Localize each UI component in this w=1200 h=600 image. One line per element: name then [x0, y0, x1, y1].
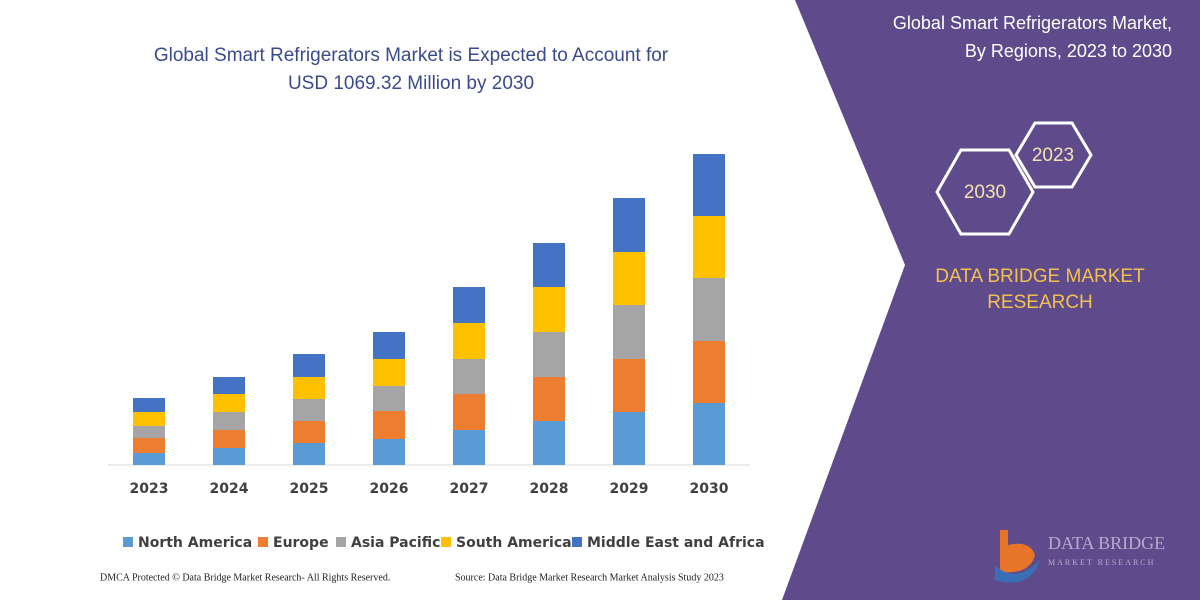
bar-segment — [453, 359, 485, 394]
bar-segment — [613, 412, 645, 465]
bar-segment — [533, 332, 565, 377]
hexagon — [1014, 121, 1093, 189]
x-tick-label: 2030 — [690, 481, 729, 497]
bar-segment — [133, 398, 165, 412]
bar-segment — [453, 394, 485, 430]
bar-segment — [693, 341, 725, 403]
x-tick-label: 2027 — [450, 481, 489, 497]
bar-segment — [213, 448, 245, 465]
bar-segment — [213, 412, 245, 430]
legend-label: South America — [456, 535, 572, 551]
hexagon — [935, 148, 1035, 236]
bar-segment — [133, 412, 165, 426]
bar-segment — [533, 377, 565, 421]
bar-segment — [293, 377, 325, 399]
logo-icon — [995, 560, 1040, 583]
bar-segment — [293, 399, 325, 421]
panel-title: Global Smart Refrigerators Market, — [893, 13, 1172, 33]
bar-segment — [453, 323, 485, 359]
bar-segment — [613, 252, 645, 305]
legend-swatch — [258, 537, 268, 547]
bar-segment — [533, 243, 565, 287]
logo-text: DATA BRIDGE — [1048, 533, 1165, 553]
x-tick-label: 2025 — [290, 481, 329, 497]
bar-segment — [213, 377, 245, 394]
x-tick-label: 2029 — [610, 481, 649, 497]
x-tick-label: 2024 — [210, 481, 249, 497]
legend-label: Asia Pacific — [351, 535, 440, 551]
bar-segment — [533, 287, 565, 332]
bar-segment — [373, 359, 405, 386]
x-tick-label: 2023 — [130, 481, 169, 497]
x-tick-label: 2026 — [370, 481, 409, 497]
legend-swatch — [123, 537, 133, 547]
bar-segment — [133, 438, 165, 453]
bar-segment — [133, 453, 165, 465]
bar-segment — [373, 386, 405, 411]
logo-text: MARKET RESEARCH — [1048, 558, 1155, 567]
footer-text: DMCA Protected © Data Bridge Market Rese… — [100, 572, 390, 583]
bar-segment — [613, 305, 645, 359]
panel-title: By Regions, 2023 to 2030 — [965, 41, 1172, 61]
bar-segment — [213, 430, 245, 448]
bar-segment — [293, 443, 325, 465]
bar-segment — [533, 421, 565, 465]
bar-segment — [693, 278, 725, 341]
brand-text: RESEARCH — [987, 292, 1093, 313]
hexagon-label: 2023 — [1032, 145, 1074, 166]
x-tick-label: 2028 — [530, 481, 569, 497]
legend-label: Middle East and Africa — [587, 535, 765, 551]
bar-segment — [293, 421, 325, 443]
chart-title: USD 1069.32 Million by 2030 — [288, 73, 534, 94]
legend-swatch — [441, 537, 451, 547]
bar-segment — [693, 216, 725, 278]
bar-segment — [133, 426, 165, 438]
side-panel — [782, 0, 1200, 600]
hexagon-label: 2030 — [964, 182, 1006, 203]
chart-title: Global Smart Refrigerators Market is Exp… — [154, 45, 669, 66]
bar-segment — [453, 430, 485, 465]
bar-segment — [693, 154, 725, 216]
bar-segment — [293, 354, 325, 377]
legend-label: North America — [138, 535, 252, 551]
footer-text: Source: Data Bridge Market Research Mark… — [455, 572, 724, 583]
bar-segment — [453, 287, 485, 323]
bar-segment — [613, 359, 645, 412]
brand-text: DATA BRIDGE MARKET — [935, 266, 1145, 287]
bar-segment — [213, 394, 245, 412]
bar-segment — [373, 411, 405, 439]
legend-swatch — [336, 537, 346, 547]
bar-segment — [373, 439, 405, 465]
legend-label: Europe — [273, 535, 329, 551]
bar-segment — [613, 198, 645, 252]
bar-segment — [373, 332, 405, 359]
logo-icon — [1000, 530, 1035, 573]
bar-segment — [693, 403, 725, 465]
legend-swatch — [572, 537, 582, 547]
